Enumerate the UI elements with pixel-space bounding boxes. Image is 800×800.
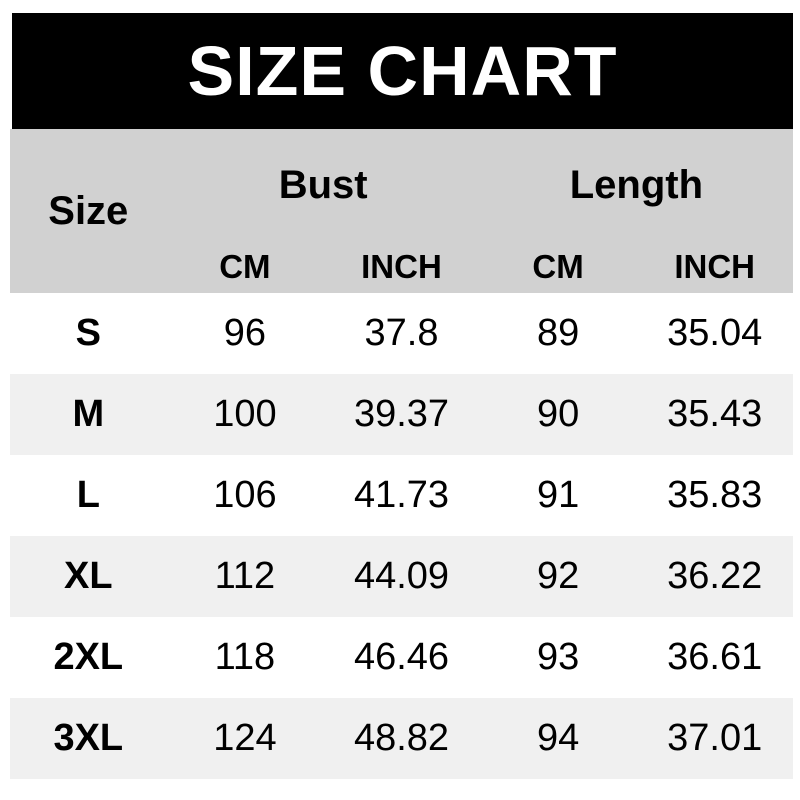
column-header-size: Size bbox=[48, 188, 129, 233]
size-chart-table-container: Size Bust Length CM INCH CM INCH S 96 37… bbox=[10, 129, 793, 779]
length-cm-value: 92 bbox=[536, 555, 580, 597]
bust-cm-value: 100 bbox=[213, 393, 277, 435]
length-cm-value: 89 bbox=[536, 312, 580, 354]
size-label: M bbox=[72, 393, 105, 435]
bust-inch-value: 37.8 bbox=[364, 312, 439, 354]
length-inch-value: 35.43 bbox=[667, 393, 763, 435]
size-label: 2XL bbox=[53, 636, 124, 678]
length-inch-value: 35.04 bbox=[667, 312, 763, 354]
bust-inch-value: 41.73 bbox=[353, 474, 450, 516]
length-inch-value: 36.22 bbox=[667, 555, 763, 597]
size-label: 3XL bbox=[53, 717, 124, 759]
length-cm-value: 93 bbox=[536, 636, 580, 678]
size-chart-table: Size Bust Length CM INCH CM INCH S 96 37… bbox=[10, 129, 793, 779]
subheader-bust-inch: INCH bbox=[361, 248, 442, 285]
table-row-xl: XL 112 44.09 92 36.22 bbox=[10, 536, 793, 617]
subheader-bust-cm: CM bbox=[219, 248, 271, 285]
size-label: XL bbox=[64, 555, 113, 597]
length-inch-value: 36.61 bbox=[667, 636, 763, 678]
bust-inch-value: 39.37 bbox=[353, 393, 450, 435]
table-header: Size Bust Length CM INCH CM INCH bbox=[10, 129, 793, 293]
column-group-bust: Bust bbox=[278, 162, 368, 207]
length-cm-value: 94 bbox=[536, 717, 580, 759]
header-group-row: Size Bust Length bbox=[10, 129, 793, 241]
table-row-2xl: 2XL 118 46.46 93 36.61 bbox=[10, 617, 793, 698]
subheader-length-cm: CM bbox=[532, 248, 584, 285]
length-cm-value: 90 bbox=[536, 393, 580, 435]
bust-cm-value: 96 bbox=[223, 312, 267, 354]
bust-inch-value: 44.09 bbox=[353, 555, 450, 597]
size-chart-banner: SIZE CHART bbox=[12, 13, 793, 129]
column-group-length: Length bbox=[569, 162, 704, 207]
bust-cm-value: 124 bbox=[213, 717, 277, 759]
subheader-length-inch: INCH bbox=[674, 248, 756, 285]
bust-cm-value: 112 bbox=[214, 555, 276, 597]
length-inch-value: 37.01 bbox=[667, 717, 763, 759]
table-row-m: M 100 39.37 90 35.43 bbox=[10, 374, 793, 455]
table-body: S 96 37.8 89 35.04 M 100 39.37 90 35.43 … bbox=[10, 293, 793, 779]
bust-cm-value: 118 bbox=[214, 636, 276, 678]
size-label: L bbox=[76, 474, 100, 516]
table-row-l: L 106 41.73 91 35.83 bbox=[10, 455, 793, 536]
bust-inch-value: 46.46 bbox=[353, 636, 450, 678]
bust-cm-value: 106 bbox=[213, 474, 277, 516]
table-row-3xl: 3XL 124 48.82 94 37.01 bbox=[10, 698, 793, 779]
table-row-s: S 96 37.8 89 35.04 bbox=[10, 293, 793, 374]
banner-title: SIZE CHART bbox=[187, 32, 618, 110]
size-label: S bbox=[75, 312, 101, 354]
length-inch-value: 35.83 bbox=[667, 474, 763, 516]
length-cm-value: 91 bbox=[536, 474, 580, 516]
bust-inch-value: 48.82 bbox=[353, 717, 450, 759]
